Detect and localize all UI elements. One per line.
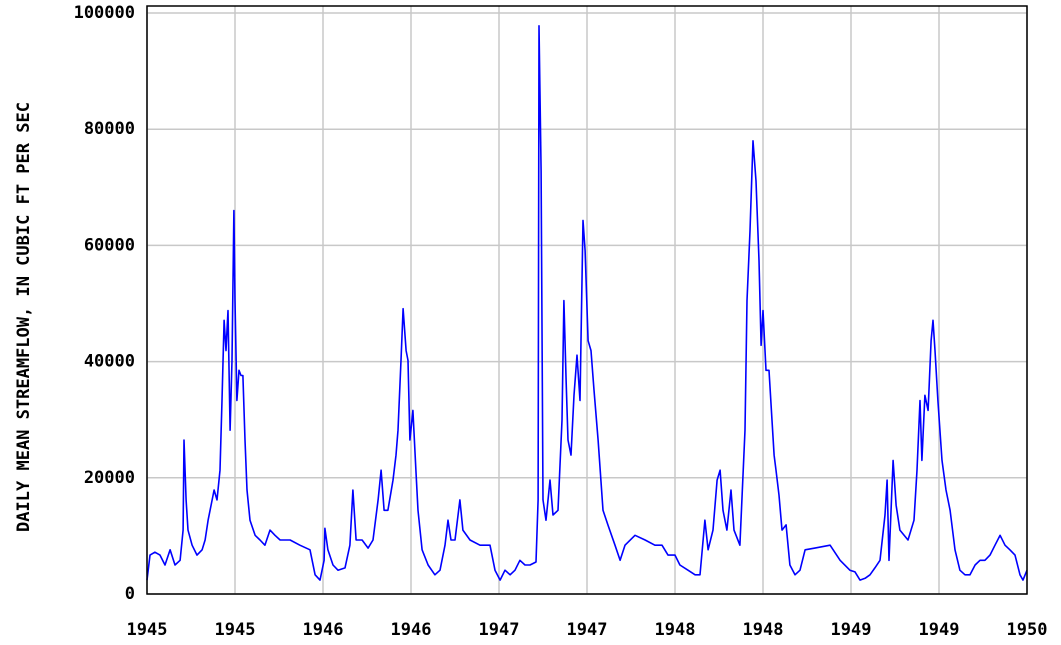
x-tick-label: 1947 bbox=[479, 620, 520, 640]
y-tick-label: 100000 bbox=[74, 3, 135, 23]
y-tick-label: 20000 bbox=[84, 468, 135, 488]
y-tick-label: 60000 bbox=[84, 235, 135, 255]
x-tick-label: 1946 bbox=[391, 620, 432, 640]
x-tick-label: 1946 bbox=[303, 620, 344, 640]
x-tick-label: 1947 bbox=[567, 620, 608, 640]
y-axis-label: DAILY MEAN STREAMFLOW, IN CUBIC FT PER S… bbox=[14, 102, 34, 532]
y-tick-label: 40000 bbox=[84, 352, 135, 372]
x-tick-label: 1948 bbox=[743, 620, 784, 640]
x-tick-label: 1945 bbox=[215, 620, 256, 640]
x-tick-label: 1949 bbox=[919, 620, 960, 640]
x-tick-label: 1949 bbox=[831, 620, 872, 640]
x-tick-label: 1950 bbox=[1007, 620, 1048, 640]
y-tick-label: 0 bbox=[125, 584, 135, 604]
x-tick-label: 1945 bbox=[127, 620, 168, 640]
plot-frame bbox=[146, 5, 1028, 595]
x-tick-label: 1948 bbox=[655, 620, 696, 640]
data-line bbox=[146, 25, 1028, 581]
y-tick-label: 80000 bbox=[84, 119, 135, 139]
